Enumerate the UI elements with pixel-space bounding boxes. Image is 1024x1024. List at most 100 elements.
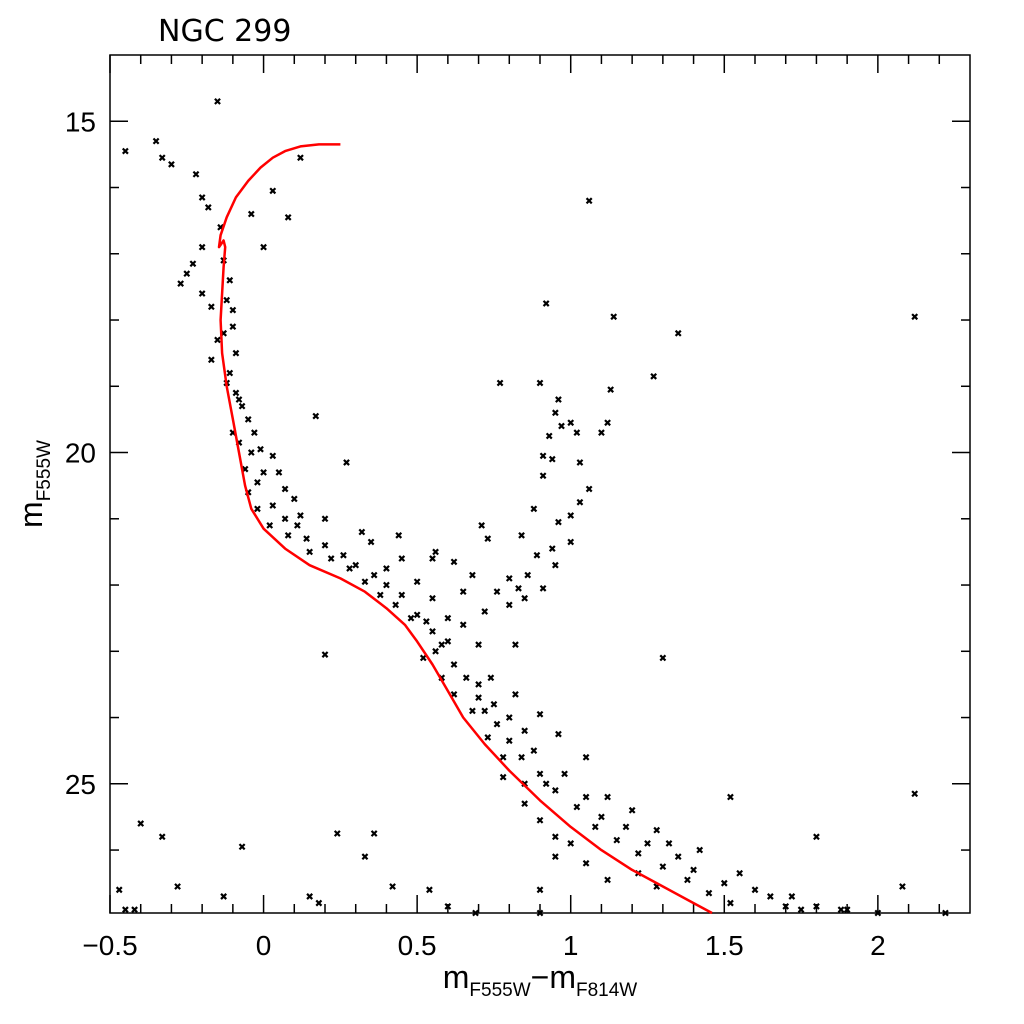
star-point [376, 591, 384, 599]
star-point [837, 906, 845, 914]
star-point [121, 147, 129, 155]
star-point [189, 260, 197, 268]
star-point [290, 495, 298, 503]
star-point [367, 538, 375, 546]
star-point [766, 893, 774, 900]
star-point [266, 522, 274, 529]
star-point [321, 651, 329, 658]
star-point [207, 303, 215, 311]
star-point [444, 637, 452, 645]
star-point [207, 356, 215, 364]
star-point [874, 909, 882, 917]
star-point [426, 886, 433, 894]
star-point [444, 614, 452, 622]
x-tick-label: 1.5 [705, 930, 744, 961]
star-point [487, 674, 495, 682]
star-point [244, 416, 252, 423]
star-point [607, 386, 615, 393]
star-point [653, 826, 661, 834]
star-point [281, 515, 289, 523]
star-point [432, 647, 439, 655]
plot-frame [109, 54, 971, 914]
star-point [297, 154, 304, 162]
star-point [306, 548, 314, 556]
x-tick-label: 0.5 [398, 930, 437, 961]
star-point [174, 883, 181, 890]
star-point [555, 396, 562, 403]
star-point [481, 707, 489, 715]
star-point [475, 681, 482, 688]
star-point [515, 584, 522, 592]
star-point [398, 555, 406, 562]
star-point [137, 820, 145, 827]
star-point [610, 313, 618, 321]
star-point [475, 694, 482, 702]
star-point [736, 869, 744, 877]
star-point [297, 512, 304, 519]
star-point [665, 840, 673, 847]
star-point [158, 154, 166, 162]
star-point [727, 793, 734, 801]
star-point [469, 571, 476, 579]
star-point [674, 853, 682, 861]
star-point [548, 455, 556, 463]
star-point [469, 707, 476, 715]
star-point [521, 800, 529, 808]
star-point [198, 290, 206, 297]
star-point [536, 379, 544, 387]
star-point [536, 909, 544, 917]
star-point [628, 806, 636, 814]
star-point [312, 412, 320, 420]
star-point [413, 611, 421, 619]
star-point [576, 459, 584, 466]
star-point [585, 197, 593, 205]
star-point [229, 306, 237, 314]
star-point [911, 790, 919, 798]
star-point [152, 137, 160, 145]
star-point [530, 747, 538, 755]
star-point [696, 846, 704, 854]
isochrone-series [217, 143, 713, 915]
star-point [551, 833, 559, 841]
star-point [226, 276, 234, 284]
x-label-sub2: F814W [576, 980, 637, 1001]
star-point [727, 899, 734, 907]
star-point [788, 893, 796, 900]
star-point [398, 591, 406, 599]
star-point [512, 641, 519, 649]
star-point [429, 628, 436, 635]
x-label-minus: − [531, 959, 550, 995]
star-point [521, 727, 529, 735]
star-point [321, 515, 329, 523]
stars-series [115, 98, 949, 917]
star-point [395, 531, 403, 539]
star-point [582, 753, 590, 761]
y-axis-label: mF555W [13, 440, 55, 528]
star-point [644, 840, 651, 847]
star-point [545, 432, 553, 440]
star-point [450, 661, 458, 668]
star-point [284, 531, 292, 539]
star-point [238, 843, 246, 851]
star-point [247, 449, 255, 456]
star-point [558, 422, 565, 430]
x-tick-label: −0.5 [82, 930, 137, 961]
star-point [235, 396, 243, 403]
star-point [232, 389, 240, 397]
star-point [220, 893, 228, 900]
star-point [573, 803, 581, 811]
chart-title: NGC 299 [158, 14, 291, 49]
star-point [223, 296, 231, 304]
star-point [604, 793, 611, 801]
star-point [254, 478, 261, 486]
star-point [121, 906, 129, 914]
y-label-base: m [13, 501, 49, 528]
star-point [419, 654, 427, 662]
star-point [551, 561, 559, 569]
star-point [343, 459, 350, 466]
x-axis-label: mF555W−mF814W [443, 959, 638, 1001]
star-point [490, 700, 498, 708]
star-point [622, 823, 630, 831]
star-point [567, 538, 575, 546]
star-point [684, 876, 691, 884]
